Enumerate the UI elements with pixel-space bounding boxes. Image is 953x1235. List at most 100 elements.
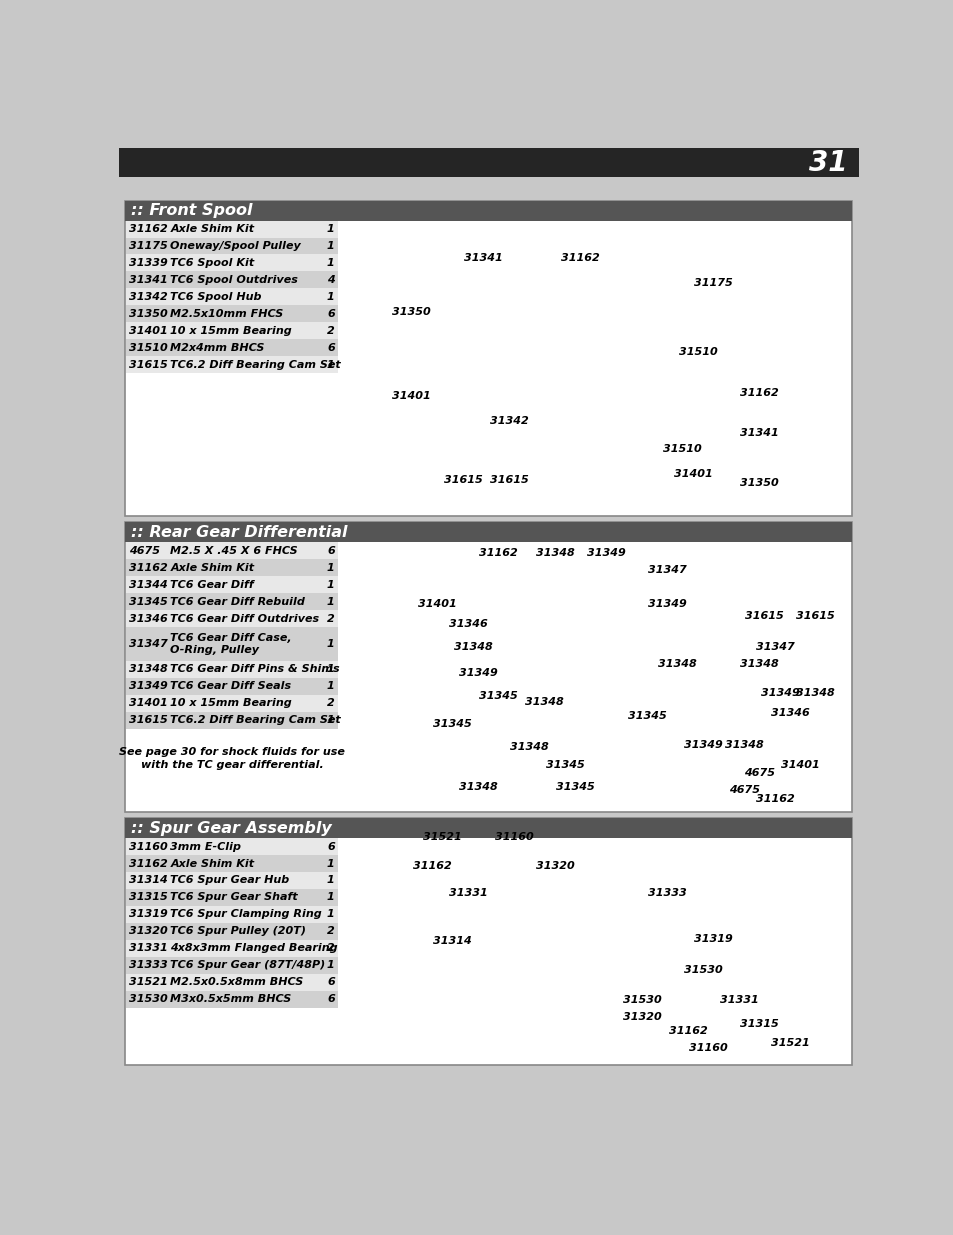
Text: 31530: 31530 <box>130 994 168 1004</box>
Text: 31162: 31162 <box>413 861 451 871</box>
Text: M2.5 X .45 X 6 FHCS: M2.5 X .45 X 6 FHCS <box>171 546 297 556</box>
Text: 31348: 31348 <box>724 740 762 750</box>
Text: 31521: 31521 <box>130 977 168 987</box>
Text: 31342: 31342 <box>489 416 528 426</box>
Text: TC6 Gear Diff Seals: TC6 Gear Diff Seals <box>171 682 292 692</box>
Bar <box>126 957 337 973</box>
Text: 31350: 31350 <box>130 309 168 319</box>
Text: 4: 4 <box>327 275 335 285</box>
Text: 31346: 31346 <box>770 708 809 718</box>
Text: 31331: 31331 <box>719 994 758 1005</box>
Bar <box>125 200 852 221</box>
Text: 1: 1 <box>327 682 335 692</box>
Text: 31349: 31349 <box>760 688 799 698</box>
Text: 31530: 31530 <box>683 966 722 976</box>
Text: 31162: 31162 <box>130 224 168 235</box>
Bar <box>126 678 337 695</box>
Bar <box>126 839 337 855</box>
Text: 1: 1 <box>327 960 335 971</box>
Text: 31401: 31401 <box>392 391 431 401</box>
Text: 2: 2 <box>327 944 335 953</box>
Text: 31401: 31401 <box>130 326 168 336</box>
Text: 1: 1 <box>327 909 335 919</box>
Text: 31348: 31348 <box>740 659 778 669</box>
Bar <box>125 818 852 839</box>
Text: 1: 1 <box>327 638 335 650</box>
Text: M2.5x10mm FHCS: M2.5x10mm FHCS <box>171 309 283 319</box>
Text: 31345: 31345 <box>556 783 594 793</box>
Text: 31162: 31162 <box>560 253 599 263</box>
Text: 1: 1 <box>327 876 335 885</box>
Bar <box>125 522 852 811</box>
Text: 31315: 31315 <box>740 1019 778 1029</box>
Text: 31349: 31349 <box>458 668 497 678</box>
Text: 1: 1 <box>327 858 335 868</box>
Text: 31348: 31348 <box>525 697 563 706</box>
Text: See page 30 for shock fluids for use
with the TC gear differential.: See page 30 for shock fluids for use wit… <box>119 747 345 771</box>
Text: 31320: 31320 <box>622 1011 660 1021</box>
Text: 31319: 31319 <box>694 934 732 944</box>
Text: 31175: 31175 <box>130 241 168 251</box>
Text: 31349: 31349 <box>683 740 722 750</box>
Bar <box>126 990 337 1008</box>
Text: 1: 1 <box>327 893 335 903</box>
Bar <box>126 610 337 627</box>
Text: 1: 1 <box>327 715 335 725</box>
Text: 31339: 31339 <box>130 258 168 268</box>
Bar <box>126 272 337 288</box>
Bar <box>126 872 337 889</box>
Text: M3x0.5x5mm BHCS: M3x0.5x5mm BHCS <box>171 994 292 1004</box>
Text: 31314: 31314 <box>433 936 472 946</box>
Text: 31341: 31341 <box>463 253 502 263</box>
Text: 31401: 31401 <box>130 698 168 709</box>
Bar <box>126 356 337 373</box>
Bar <box>126 906 337 923</box>
Text: 31615: 31615 <box>796 610 834 621</box>
Text: 31341: 31341 <box>130 275 168 285</box>
Text: 31162: 31162 <box>130 563 168 573</box>
Text: 31162: 31162 <box>130 858 168 868</box>
Text: 31348: 31348 <box>130 664 168 674</box>
Text: 4675: 4675 <box>743 768 774 778</box>
Text: 31162: 31162 <box>668 1026 706 1036</box>
Text: 6: 6 <box>327 841 335 852</box>
Text: 31342: 31342 <box>130 291 168 301</box>
Text: 31162: 31162 <box>740 388 778 398</box>
Text: 31348: 31348 <box>458 783 497 793</box>
Text: 31401: 31401 <box>673 469 712 479</box>
Text: 1: 1 <box>327 597 335 606</box>
Text: 1: 1 <box>327 291 335 301</box>
Text: 31349: 31349 <box>647 599 686 609</box>
Text: 31401: 31401 <box>781 760 819 769</box>
Text: 4x8x3mm Flanged Bearing: 4x8x3mm Flanged Bearing <box>171 944 337 953</box>
Bar <box>126 559 337 577</box>
Text: 31350: 31350 <box>740 478 778 489</box>
Bar <box>126 221 337 237</box>
Text: 31345: 31345 <box>627 711 666 721</box>
Text: 1: 1 <box>327 359 335 369</box>
Bar <box>799 148 858 177</box>
Text: Axle Shim Kit: Axle Shim Kit <box>171 858 254 868</box>
Text: 31521: 31521 <box>770 1039 809 1049</box>
Bar <box>126 593 337 610</box>
Text: 3mm E-Clip: 3mm E-Clip <box>171 841 241 852</box>
Text: TC6 Spool Hub: TC6 Spool Hub <box>171 291 262 301</box>
Text: 4675: 4675 <box>728 785 759 795</box>
Text: 31615: 31615 <box>130 715 168 725</box>
Text: TC6 Spool Kit: TC6 Spool Kit <box>171 258 254 268</box>
Bar <box>125 818 852 1065</box>
Text: 31175: 31175 <box>694 278 732 289</box>
Text: 31320: 31320 <box>535 861 574 871</box>
Text: 31510: 31510 <box>679 347 717 357</box>
Text: 31162: 31162 <box>478 547 517 558</box>
Text: 31160: 31160 <box>495 831 533 842</box>
Text: 31348: 31348 <box>658 659 697 669</box>
Text: 31346: 31346 <box>448 619 487 629</box>
Text: 31333: 31333 <box>130 960 168 971</box>
Text: :: Front Spool: :: Front Spool <box>131 203 253 219</box>
Text: 31348: 31348 <box>535 547 574 558</box>
Text: TC6 Gear Diff Pins & Shims: TC6 Gear Diff Pins & Shims <box>171 664 339 674</box>
Text: 2: 2 <box>327 614 335 624</box>
Bar <box>126 855 337 872</box>
Bar <box>126 695 337 711</box>
